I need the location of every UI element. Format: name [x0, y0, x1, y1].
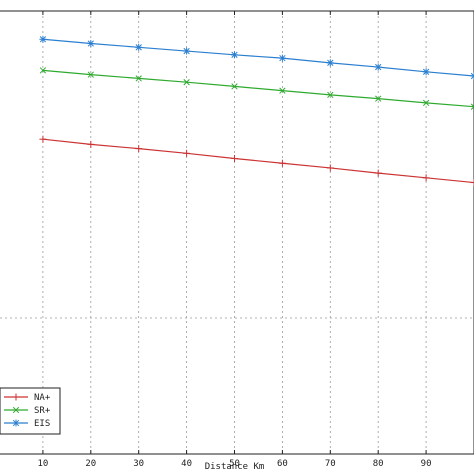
data-point: [135, 43, 143, 51]
series-eis: [39, 35, 474, 80]
legend-item: NA+: [4, 393, 51, 403]
marker-stroke: [470, 103, 474, 108]
marker-stroke: [39, 67, 47, 74]
marker-stroke: [231, 83, 238, 90]
legend-item: EIS: [4, 419, 50, 429]
data-point: [326, 59, 334, 67]
series-sr: [39, 67, 474, 110]
marker-stroke: [87, 71, 94, 78]
marker-stroke: [231, 51, 238, 58]
legend: NA+ SR+ EIS: [0, 387, 61, 435]
data-point: [374, 63, 382, 71]
data-point: [183, 79, 190, 86]
x-tick-label: 50: [229, 459, 240, 469]
marker-stroke: [87, 40, 94, 47]
data-point: [183, 47, 191, 55]
data-point: [231, 51, 238, 59]
legend-label: SR+: [34, 406, 51, 416]
marker-stroke: [135, 44, 142, 51]
marker-stroke: [327, 91, 334, 99]
data-point: [87, 40, 95, 48]
x-tick-label: 90: [421, 459, 432, 469]
data-point: [39, 135, 47, 143]
data-point: [279, 87, 286, 94]
series-line: [42, 38, 474, 77]
data-point: [231, 83, 238, 90]
data-point: [39, 67, 47, 74]
marker-stroke: [375, 63, 382, 71]
x-tick-label: 10: [37, 459, 48, 469]
legend-label: EIS: [34, 419, 50, 429]
series-line: [42, 69, 474, 108]
series-na: [39, 135, 474, 187]
x-tick-label: 60: [277, 459, 288, 469]
data-point: [470, 72, 474, 80]
data-point: [470, 179, 474, 187]
x-tick-label: 70: [325, 459, 336, 469]
marker-stroke: [375, 95, 382, 102]
marker-stroke: [183, 47, 190, 55]
data-point: [327, 91, 334, 99]
data-point: [87, 140, 95, 148]
x-tick-label: 30: [133, 459, 144, 469]
data-point: [135, 145, 143, 153]
marker-stroke: [12, 406, 20, 414]
x-axis-label: Distance Km: [205, 462, 265, 472]
data-point: [470, 103, 474, 110]
marker-stroke: [470, 105, 474, 110]
marker-stroke: [470, 72, 474, 77]
data-point: [422, 68, 430, 76]
series-line: [42, 138, 474, 184]
data-point: [326, 164, 334, 172]
data-point: [422, 99, 430, 107]
marker-stroke: [422, 68, 430, 75]
marker-stroke: [422, 99, 430, 107]
plot-area-frame: [0, 10, 474, 455]
marker-stroke: [470, 75, 474, 80]
x-axis-ticks: 10 20 30 40 50 60 70 80 90: [37, 11, 432, 469]
data-point: [422, 174, 430, 182]
data-point: [231, 155, 238, 163]
marker-stroke: [12, 419, 20, 427]
data-point: [87, 71, 94, 78]
data-point: [374, 169, 382, 177]
marker-stroke: [183, 79, 190, 86]
x-tick-label: 20: [85, 459, 96, 469]
series-group: [39, 35, 474, 187]
marker-stroke: [39, 36, 47, 43]
legend-item: SR+: [4, 406, 51, 416]
legend-label: NA+: [34, 393, 51, 403]
grid: [0, 11, 474, 454]
marker-stroke: [279, 54, 286, 62]
data-point: [135, 75, 142, 82]
legend-box: [0, 387, 61, 435]
marker-stroke: [279, 87, 286, 94]
data-point: [39, 35, 47, 43]
data-point: [278, 159, 286, 167]
data-point: [375, 95, 382, 102]
data-point: [183, 149, 191, 157]
x-tick-label: 40: [181, 459, 192, 469]
marker-stroke: [327, 59, 334, 66]
marker-stroke: [135, 75, 142, 82]
x-tick-label: 80: [373, 459, 384, 469]
data-point: [278, 54, 286, 62]
